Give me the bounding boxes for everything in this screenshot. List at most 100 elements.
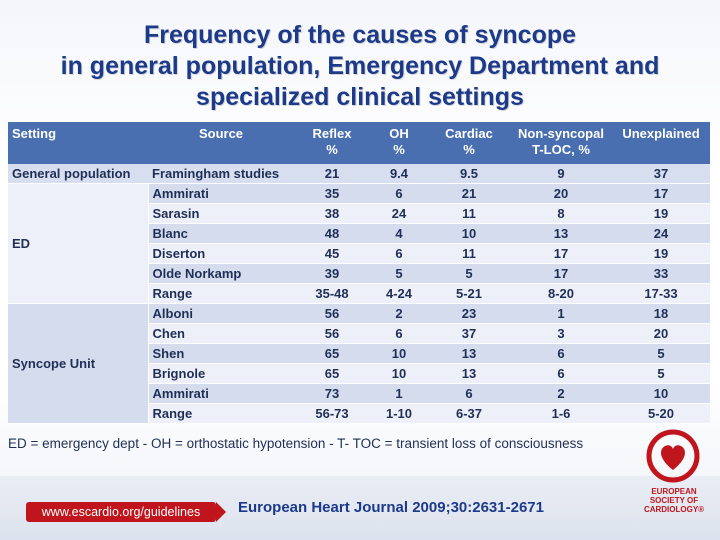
value-cell: 19 (612, 203, 710, 224)
value-cell: 37 (428, 323, 510, 344)
value-cell: 11 (428, 243, 510, 264)
value-cell: 11 (428, 203, 510, 224)
source-cell: Blanc (148, 223, 294, 244)
source-cell: Diserton (148, 243, 294, 264)
syncope-causes-table: Setting Source Reflex% OH% Cardiac% Non-… (8, 122, 710, 424)
value-cell: 10 (370, 363, 428, 384)
value-cell: 24 (370, 203, 428, 224)
value-cell: 48 (294, 223, 370, 244)
table-row: Olde Norkamp 39 5 5 17 33 (8, 263, 710, 284)
value-cell: 13 (510, 223, 612, 244)
value-cell: 6 (510, 343, 612, 364)
value-cell: 73 (294, 383, 370, 404)
value-cell: 1-10 (370, 403, 428, 424)
value-cell: 20 (612, 323, 710, 344)
table-row: ED Ammirati 35 6 21 20 17 (8, 183, 710, 304)
value-cell: 6 (370, 243, 428, 264)
journal-citation: European Heart Journal 2009;30:2631-2671 (238, 499, 544, 516)
setting-cell: ED (8, 183, 149, 304)
header-setting: Setting (8, 122, 148, 164)
table-row: Sarasin 38 24 11 8 19 (8, 203, 710, 224)
value-cell: 4 (370, 223, 428, 244)
guidelines-link[interactable]: www.escardio.org/guidelines (26, 502, 216, 522)
value-cell: 5 (612, 343, 710, 364)
header-source: Source (148, 122, 294, 164)
value-cell: 9 (510, 164, 612, 184)
value-cell: 65 (294, 363, 370, 384)
source-cell: Olde Norkamp (148, 263, 294, 284)
value-cell: 6 (370, 323, 428, 344)
value-cell: 1 (370, 383, 428, 404)
value-cell: 8 (510, 203, 612, 224)
abbreviations-footnote: ED = emergency dept - OH = orthostatic h… (8, 436, 712, 451)
value-cell: 56 (294, 303, 370, 324)
table-row: Range 35-48 4-24 5-21 8-20 17-33 (8, 283, 710, 304)
value-cell: 37 (612, 164, 710, 184)
table-header-row: Setting Source Reflex% OH% Cardiac% Non-… (8, 122, 710, 164)
value-cell: 8-20 (510, 283, 612, 304)
value-cell: 5 (370, 263, 428, 284)
value-cell: 10 (428, 223, 510, 244)
value-cell: 56-73 (294, 403, 370, 424)
value-cell: 17 (612, 183, 710, 204)
table-row: Diserton 45 6 11 17 19 (8, 243, 710, 264)
source-cell: Shen (148, 343, 294, 364)
esc-logo-text: EUROPEAN SOCIETY OF CARDIOLOGY® (643, 487, 705, 514)
value-cell: 10 (370, 343, 428, 364)
setting-cell: General population (8, 164, 148, 184)
value-cell: 3 (510, 323, 612, 344)
source-cell: Range (148, 403, 294, 424)
value-cell: 5 (612, 363, 710, 384)
source-cell: Alboni (148, 303, 294, 324)
source-cell: Sarasin (148, 203, 294, 224)
source-cell: Ammirati (148, 183, 294, 204)
value-cell: 13 (428, 343, 510, 364)
source-cell: Framingham studies (148, 164, 294, 184)
value-cell: 5 (428, 263, 510, 284)
value-cell: 2 (370, 303, 428, 324)
value-cell: 45 (294, 243, 370, 264)
source-cell: Range (148, 283, 294, 304)
value-cell: 18 (612, 303, 710, 324)
value-cell: 38 (294, 203, 370, 224)
value-cell: 6-37 (428, 403, 510, 424)
value-cell: 6 (370, 183, 428, 204)
header-oh: OH% (370, 122, 428, 164)
value-cell: 39 (294, 263, 370, 284)
title-line-2: in general population, Emergency Departm… (60, 52, 660, 80)
table-row: Ammirati 73 1 6 2 10 (8, 383, 710, 404)
arrow-icon (216, 502, 226, 522)
value-cell: 9.5 (428, 164, 510, 184)
header-nonsyncopal: Non-syncopal T-LOC, % (510, 122, 612, 164)
esc-heart-logo-icon (646, 429, 700, 483)
table-row: Brignole 65 10 13 6 5 (8, 363, 710, 384)
value-cell: 1-6 (510, 403, 612, 424)
value-cell: 4-24 (370, 283, 428, 304)
value-cell: 1 (510, 303, 612, 324)
slide-title: Frequency of the causes of syncope in ge… (0, 20, 720, 113)
table-row: Shen 65 10 13 6 5 (8, 343, 710, 364)
value-cell: 24 (612, 223, 710, 244)
value-cell: 9.4 (370, 164, 428, 184)
footnote-text: ED = emergency dept - OH = orthostatic h… (8, 436, 584, 451)
value-cell: 6 (428, 383, 510, 404)
value-cell: 13 (428, 363, 510, 384)
value-cell: 35 (294, 183, 370, 204)
header-cardiac: Cardiac% (428, 122, 510, 164)
table-row: Syncope Unit Alboni 56 2 23 1 18 (8, 303, 710, 424)
source-cell: Brignole (148, 363, 294, 384)
header-unexplained: Unexplained (612, 122, 710, 164)
value-cell: 33 (612, 263, 710, 284)
value-cell: 17 (510, 263, 612, 284)
value-cell: 21 (294, 164, 370, 184)
value-cell: 6 (510, 363, 612, 384)
value-cell: 2 (510, 383, 612, 404)
value-cell: 17 (510, 243, 612, 264)
table-row: Blanc 48 4 10 13 24 (8, 223, 710, 244)
value-cell: 17-33 (612, 283, 710, 304)
title-line-3: specialized clinical settings (196, 83, 524, 111)
value-cell: 23 (428, 303, 510, 324)
source-cell: Ammirati (148, 383, 294, 404)
value-cell: 65 (294, 343, 370, 364)
table-row: Range 56-73 1-10 6-37 1-6 5-20 (8, 403, 710, 424)
